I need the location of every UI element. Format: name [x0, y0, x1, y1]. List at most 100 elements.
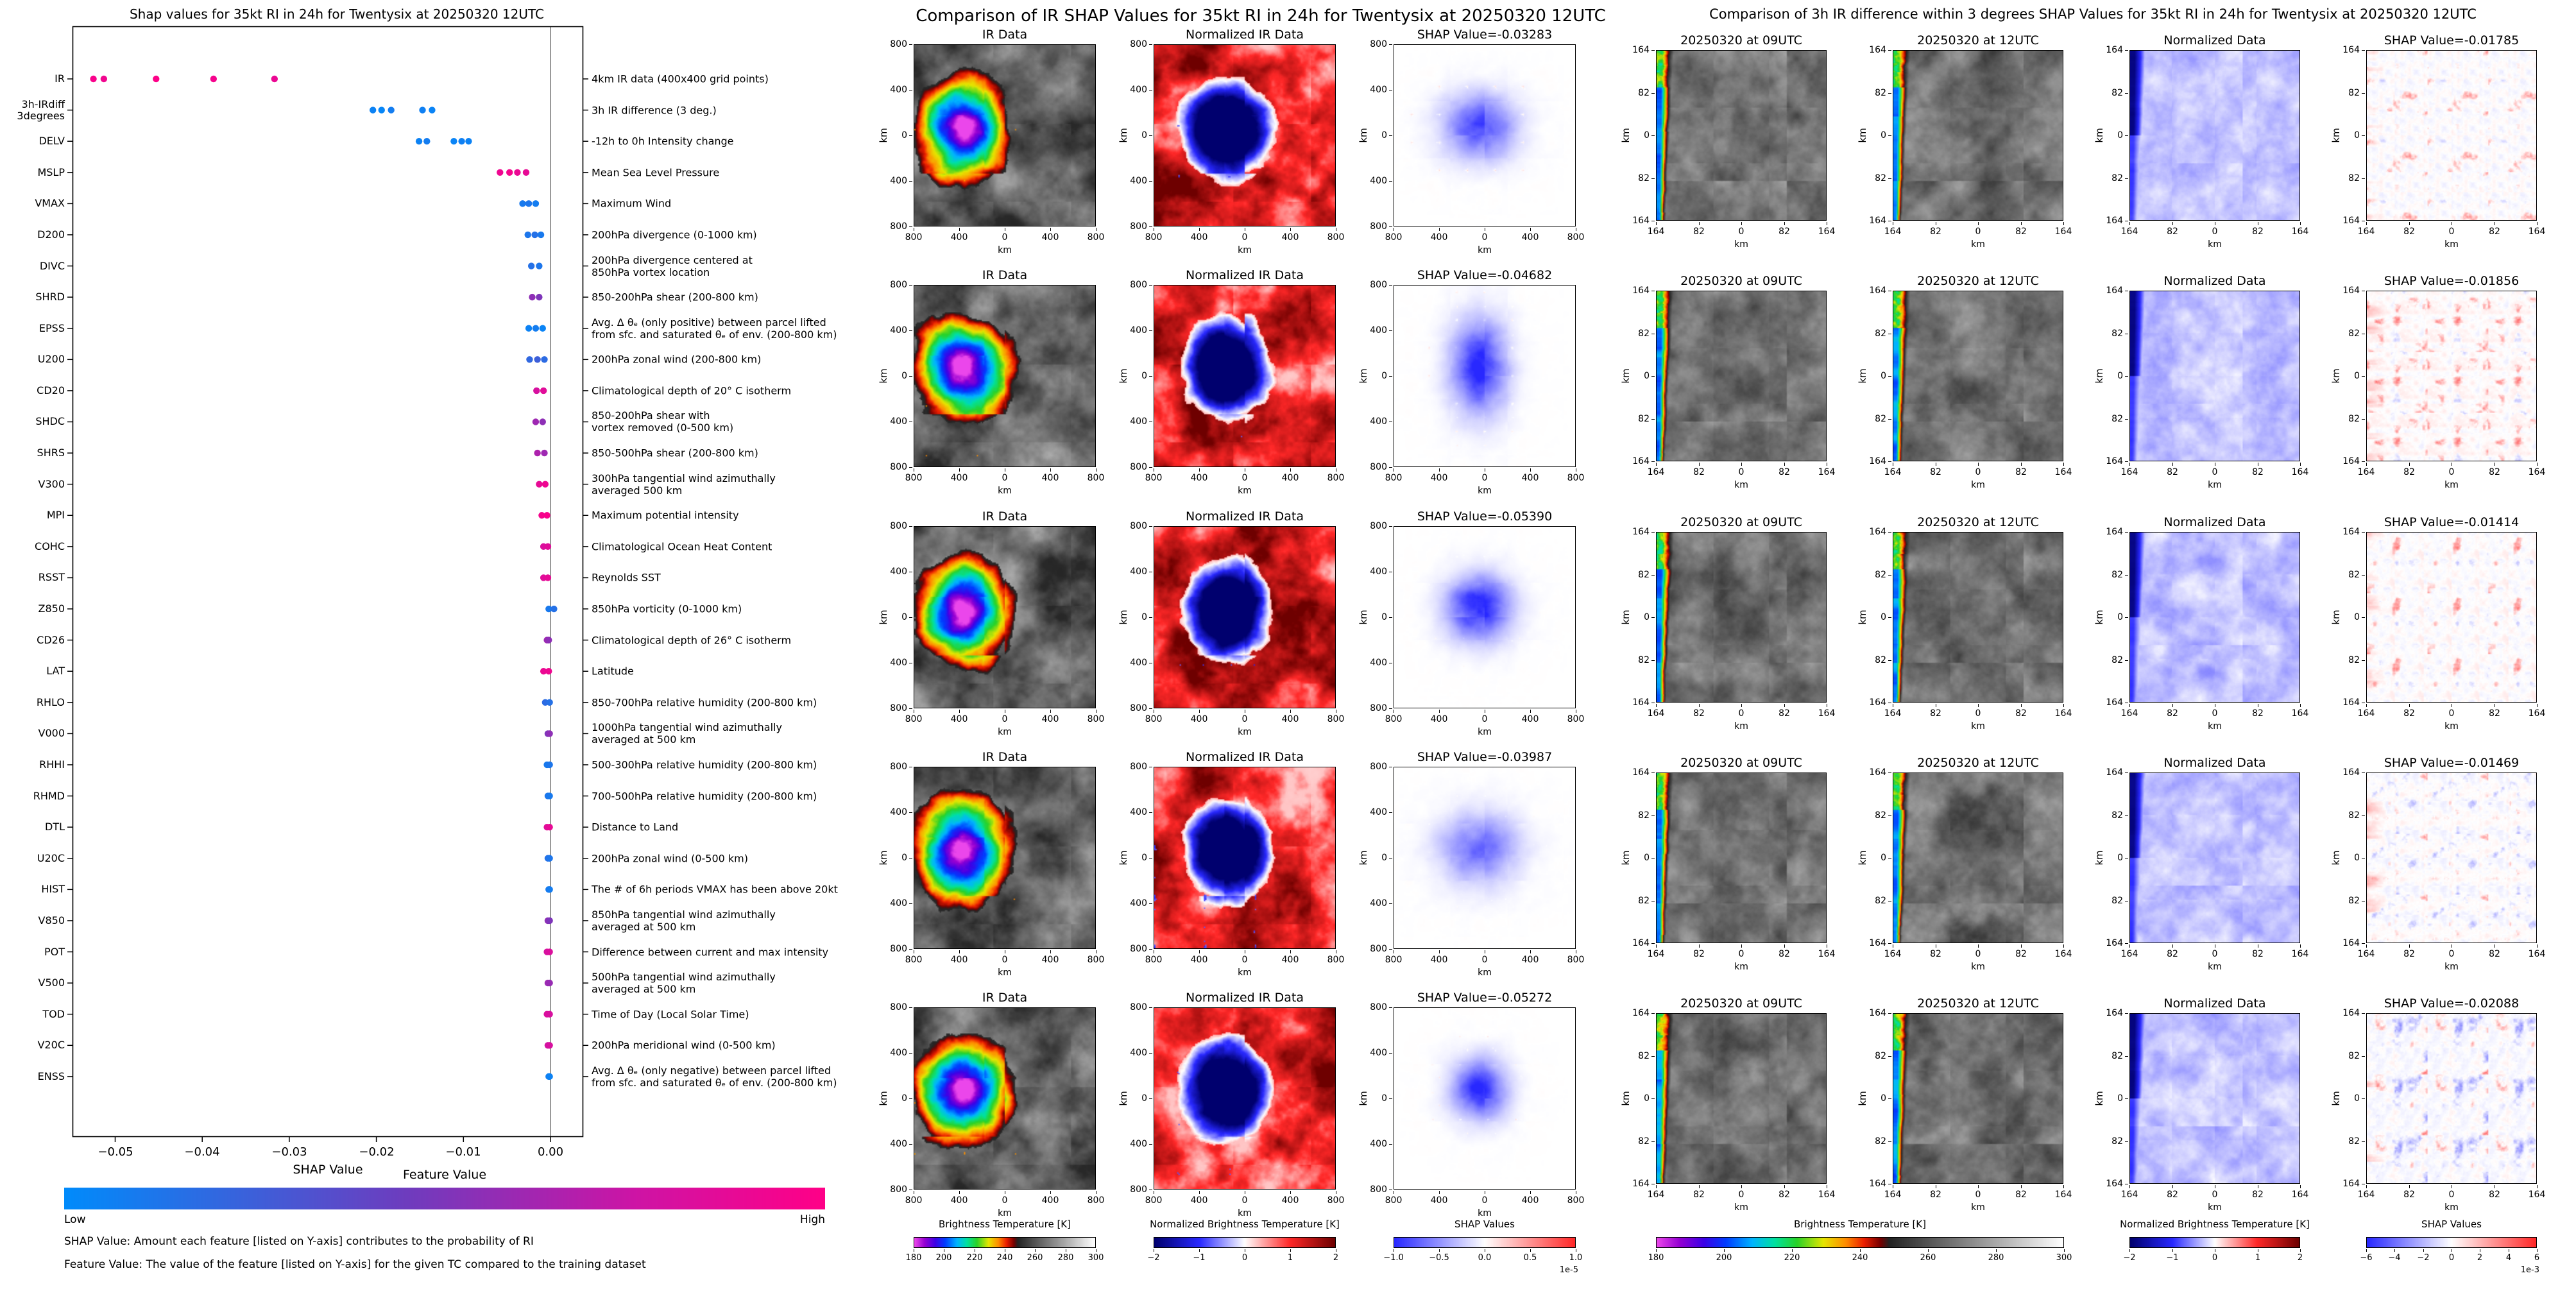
x-tick-mark [2409, 1185, 2410, 1188]
y-tick-mark [1389, 708, 1392, 709]
shap-point [542, 481, 549, 488]
y-tick-label: 82 [1638, 570, 1650, 580]
y-tick-label: 82 [1638, 173, 1650, 184]
y-tick-label: 164 [1869, 697, 1886, 708]
x-tick-label: 400 [1521, 714, 1539, 724]
shap-point [153, 75, 160, 83]
y-tick-label: 0 [1881, 130, 1886, 141]
shap-point [540, 668, 547, 675]
shap-point [419, 107, 426, 114]
y-tick-mark [1651, 1141, 1655, 1142]
shap-point [450, 137, 457, 145]
y-tick-label: 164 [1632, 1179, 1650, 1189]
y-tick-mark [1888, 93, 1891, 94]
x-tick-label: 800 [1385, 955, 1403, 965]
x-tick-label: 0 [1241, 955, 1248, 965]
y-tick-label: 82 [1875, 414, 1886, 424]
feature-description: 850-700hPa relative humidity (200-800 km… [592, 696, 817, 709]
colorbar-tick-label: 200 [1716, 1253, 1732, 1263]
y-axis-unit-label: km [2330, 850, 2342, 866]
colorbar-tick-mark [1199, 1249, 1200, 1252]
x-axis-unit-label: km [2444, 239, 2459, 250]
x-tick-label: 82 [2015, 949, 2027, 959]
x-tick-label: 82 [2403, 949, 2415, 959]
y-tick-label: 0 [1644, 612, 1650, 622]
y-tick-mark [2125, 1056, 2128, 1057]
y-tick-mark [2125, 943, 2128, 944]
feature-description: Maximum Wind [592, 197, 672, 210]
y-tick-label: 0 [1644, 853, 1650, 863]
feature-label: V20C [37, 1039, 65, 1051]
y-tick-mark [1149, 1007, 1152, 1008]
x-tick-mark [1530, 950, 1531, 953]
y-tick-label: 82 [2348, 1136, 2360, 1147]
feature-description: 200hPa meridional wind (0-500 km) [592, 1039, 776, 1052]
x-tick-label: 800 [1327, 1195, 1345, 1206]
y-axis-unit-label: km [2094, 610, 2105, 625]
y-tick-label: 400 [1370, 416, 1387, 427]
y-tick-label: 0 [1141, 130, 1147, 141]
y-tick-label: 400 [1130, 1048, 1147, 1058]
y-tick-mark [2362, 50, 2365, 51]
x-tick-label: 0 [2212, 1190, 2218, 1200]
y-tick-label: 0 [1141, 612, 1147, 622]
y-tick-mark [1149, 44, 1152, 45]
x-tick-mark [959, 1191, 960, 1194]
subplot-title: SHAP Value=-0.01785 [2384, 33, 2520, 47]
y-tick-label: 82 [1875, 570, 1886, 580]
colorbar-tick-label: 0 [2212, 1253, 2218, 1263]
y-axis-unit-label: km [1620, 1091, 1632, 1106]
x-tick-label: 400 [1190, 714, 1208, 724]
x-tick-label: 0 [1241, 232, 1248, 243]
feature-label: V500 [38, 977, 65, 989]
x-tick-mark [1741, 704, 1742, 707]
shap-point [458, 137, 465, 145]
y-tick-label: 0 [2117, 130, 2123, 141]
y-tick-mark [2125, 1098, 2128, 1099]
shap-point [546, 823, 553, 831]
y-tick-label: 400 [1130, 898, 1147, 909]
y-tick-label: 82 [2348, 1051, 2360, 1061]
y-tick-mark [2125, 617, 2128, 618]
y-tick-mark [1149, 1144, 1152, 1145]
colorbar-tick-label: 4 [2505, 1253, 2512, 1263]
y-tick-label: 0 [1141, 1093, 1147, 1104]
y-tick-label: 164 [1869, 938, 1886, 948]
colorbar-tick-label: 260 [1027, 1253, 1043, 1263]
y-tick-mark [1389, 1007, 1392, 1008]
x-tick-mark [2021, 222, 2022, 225]
y-tick-mark [1149, 226, 1152, 227]
shap-point [429, 107, 436, 114]
x-axis-unit-label: km [1238, 486, 1252, 496]
x-tick-mark [2063, 704, 2064, 707]
y-tick-label: 82 [1638, 810, 1650, 821]
y-tick-label: 164 [2342, 286, 2360, 296]
y-tick-mark [909, 1053, 912, 1054]
x-tick-label: 0 [1241, 714, 1248, 724]
feature-label: U200 [37, 353, 65, 365]
x-tick-label: 164 [2291, 226, 2309, 237]
y-tick-mark [1149, 903, 1152, 904]
y-tick-mark [2125, 93, 2128, 94]
x-tick-label: 82 [2015, 467, 2027, 477]
y-tick-mark [1888, 1056, 1891, 1057]
feature-label: MSLP [37, 166, 65, 178]
x-tick-label: 164 [2528, 708, 2546, 719]
shap-point [546, 948, 553, 955]
ir_panel-image-r3-c2 [1154, 526, 1336, 708]
y-tick-label: 400 [1370, 1139, 1387, 1149]
y-tick-label: 800 [890, 1002, 907, 1012]
subplot-title: SHAP Value=-0.01414 [2384, 515, 2520, 529]
x-tick-label: 0 [1975, 226, 1981, 237]
x-tick-mark [1784, 463, 1785, 466]
x-tick-label: 400 [1041, 955, 1059, 965]
colorbar-tick-mark [1860, 1249, 1861, 1252]
subplot-title: 20250320 at 12UTC [1917, 996, 2039, 1011]
colorbar-label: SHAP Values [2421, 1218, 2482, 1230]
colorbar-tick-label: 300 [1088, 1253, 1104, 1263]
x-tick-mark [1699, 944, 1700, 948]
y-tick-mark [1149, 135, 1152, 136]
shap-point [546, 855, 553, 862]
